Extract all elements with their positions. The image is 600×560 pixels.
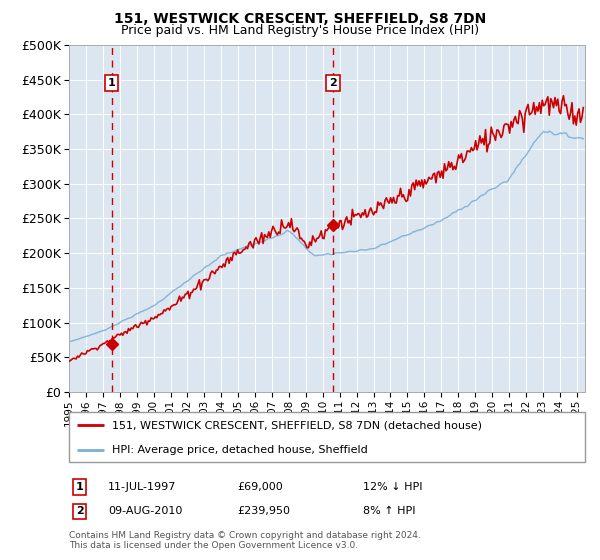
Text: 8% ↑ HPI: 8% ↑ HPI — [363, 506, 415, 516]
Text: £239,950: £239,950 — [237, 506, 290, 516]
Text: 1: 1 — [76, 482, 83, 492]
Text: Contains HM Land Registry data © Crown copyright and database right 2024.
This d: Contains HM Land Registry data © Crown c… — [69, 530, 421, 550]
FancyBboxPatch shape — [69, 412, 585, 462]
Text: 151, WESTWICK CRESCENT, SHEFFIELD, S8 7DN: 151, WESTWICK CRESCENT, SHEFFIELD, S8 7D… — [114, 12, 486, 26]
Text: 1: 1 — [108, 78, 116, 88]
Text: Price paid vs. HM Land Registry's House Price Index (HPI): Price paid vs. HM Land Registry's House … — [121, 24, 479, 37]
Text: 12% ↓ HPI: 12% ↓ HPI — [363, 482, 422, 492]
Text: 151, WESTWICK CRESCENT, SHEFFIELD, S8 7DN (detached house): 151, WESTWICK CRESCENT, SHEFFIELD, S8 7D… — [112, 420, 482, 430]
Text: 11-JUL-1997: 11-JUL-1997 — [108, 482, 176, 492]
Text: £69,000: £69,000 — [237, 482, 283, 492]
Text: HPI: Average price, detached house, Sheffield: HPI: Average price, detached house, Shef… — [112, 445, 368, 455]
Text: 09-AUG-2010: 09-AUG-2010 — [108, 506, 182, 516]
Text: 2: 2 — [76, 506, 83, 516]
Text: 2: 2 — [329, 78, 337, 88]
